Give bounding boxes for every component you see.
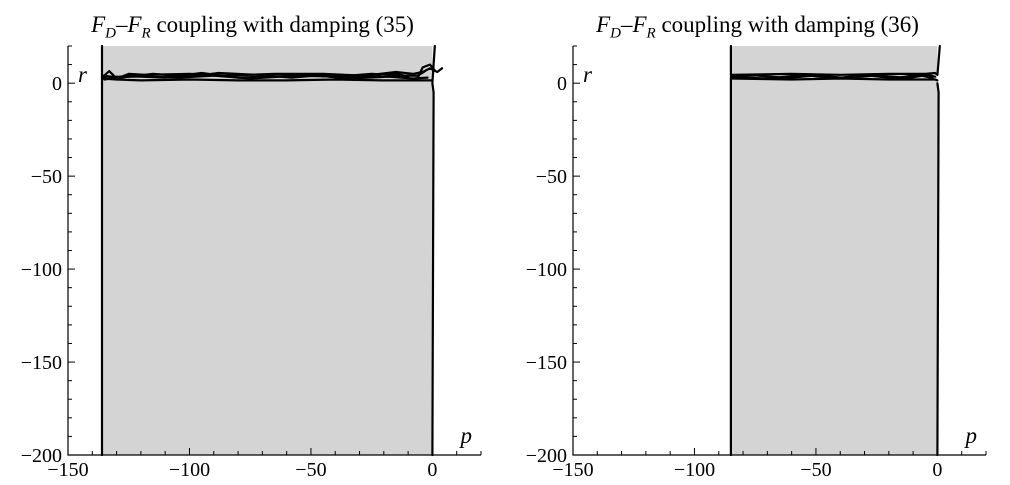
x-tick-label-left: −50 (295, 459, 326, 481)
boundary-curve-right-3 (936, 44, 941, 76)
x-tick-label-right: 0 (932, 459, 942, 481)
x-tick-label-left: −100 (169, 459, 210, 481)
chart-panel-right: FD–FR coupling with damping (36) −150 −10… (505, 0, 1010, 485)
boundary-curve-left-1 (431, 44, 436, 457)
boundary-curve-right-4 (729, 71, 939, 76)
boundary-curve-right-2 (936, 82, 940, 457)
boundary-curve-left-2 (100, 77, 434, 82)
y-tick-label-right: −100 (526, 259, 567, 281)
y-tick-label-left: −50 (31, 166, 62, 188)
x-axis-label-right: p (964, 423, 978, 448)
y-tick-label-right: −200 (526, 445, 567, 467)
y-tick-label-right: −150 (526, 352, 567, 374)
y-axis-label-right: r (583, 62, 593, 87)
x-axis-label-left: p (459, 423, 473, 448)
x-tick-label-right: −50 (800, 459, 831, 481)
y-tick-label-left: −100 (21, 259, 62, 281)
y-axis-label-left: r (78, 62, 88, 87)
y-tick-label-right: 0 (557, 73, 567, 95)
chart-panel-left: FD–FR coupling with damping (35) −150 −10… (21, 12, 482, 481)
y-tick-label-left: 0 (52, 73, 62, 95)
x-tick-label-left: 0 (427, 459, 437, 481)
boundary-curve-right-7 (729, 73, 934, 80)
x-tick-label-right: −100 (674, 459, 715, 481)
shaded-region-left (102, 46, 433, 455)
y-tick-label-left: −150 (21, 352, 62, 374)
x-tick-label-left: −150 (47, 459, 88, 481)
boundary-curve-left-6 (100, 71, 410, 79)
y-tick-label-left: −200 (21, 445, 62, 467)
boundary-curve-left-7 (416, 63, 436, 79)
chart-title-right: FD–FR coupling with damping (36) (596, 12, 919, 42)
shaded-region-right (730, 46, 938, 455)
x-tick-label-right: −150 (552, 459, 593, 481)
y-tick-label-right: −50 (536, 166, 567, 188)
chart-title-left: FD–FR coupling with damping (35) (91, 12, 414, 42)
boundary-curve-right-5 (729, 77, 939, 82)
